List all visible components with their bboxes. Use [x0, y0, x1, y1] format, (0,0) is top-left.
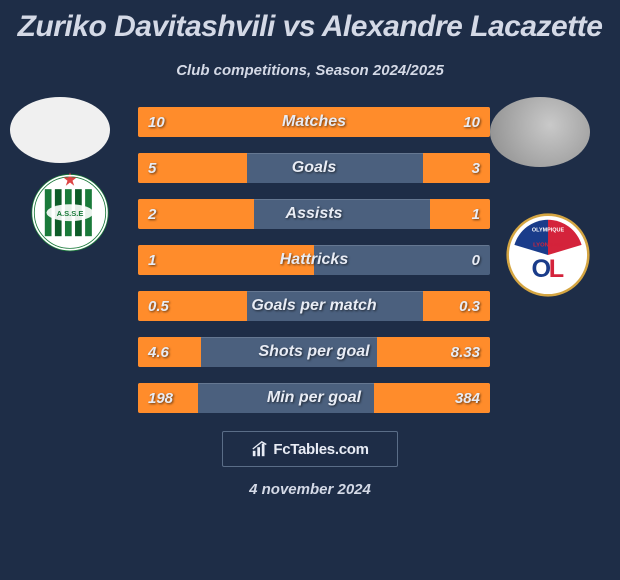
stat-row: 53Goals — [138, 153, 490, 183]
stat-label: Shots per goal — [138, 337, 490, 367]
stat-label: Min per goal — [138, 383, 490, 413]
svg-text:L: L — [549, 255, 564, 283]
svg-text:OLYMPIQUE: OLYMPIQUE — [532, 227, 565, 233]
svg-text:LYONNAIS: LYONNAIS — [533, 243, 563, 249]
subtitle: Club competitions, Season 2024/2025 — [0, 62, 620, 79]
stat-row: 4.68.33Shots per goal — [138, 337, 490, 367]
stat-row: 10Hattricks — [138, 245, 490, 275]
stats-list: 1010Matches 53Goals 21Assists 10Hattricks 0.… — [138, 107, 490, 413]
stat-row: 1010Matches — [138, 107, 490, 137]
stat-label: Goals — [138, 153, 490, 183]
stat-label: Goals per match — [138, 291, 490, 321]
stat-row: 21Assists — [138, 199, 490, 229]
player-photo-right — [490, 97, 590, 167]
date-label: 4 november 2024 — [0, 481, 620, 498]
club-logo-right: OLYMPIQUE LYONNAIS O L — [506, 213, 590, 297]
stat-row: 198384Min per goal — [138, 383, 490, 413]
stat-label: Assists — [138, 199, 490, 229]
svg-text:A.S.S.E: A.S.S.E — [57, 209, 84, 218]
page-title: Zuriko Davitashvili vs Alexandre Lacazet… — [0, 0, 620, 44]
brand-badge: FcTables.com — [222, 431, 398, 467]
stat-row: 0.50.3Goals per match — [138, 291, 490, 321]
chart-icon — [251, 440, 269, 458]
brand-text: FcTables.com — [273, 441, 368, 458]
stat-label: Matches — [138, 107, 490, 137]
player-photo-left — [10, 97, 110, 163]
comparison-panel: A.S.S.E OLYMPIQUE LYONNAIS O L 1010Match… — [0, 107, 620, 413]
club-logo-left: A.S.S.E — [28, 169, 112, 253]
stat-label: Hattricks — [138, 245, 490, 275]
